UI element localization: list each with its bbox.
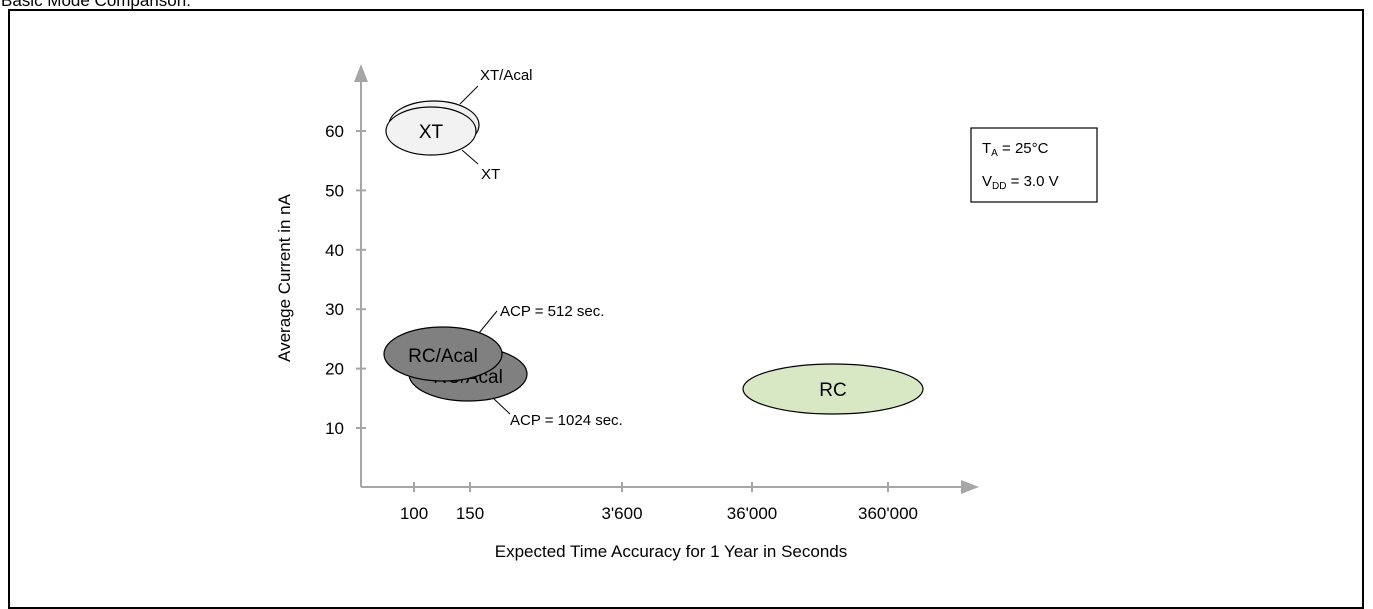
x-tick-label: 3'600 [601, 504, 642, 523]
annotation-leader-xt [461, 149, 479, 165]
bubble-rc-acal-512 [383, 326, 503, 382]
annotation-xt: XT [481, 166, 500, 183]
conditions-box [970, 127, 1098, 203]
x-tick-label: 150 [456, 504, 484, 523]
chart: 10 20 30 40 50 60 100 150 3'600 36'000 360'000 Ex… [275, 64, 1098, 561]
condition-ta: TA = 25°C [982, 140, 1049, 159]
y-tick-label: 20 [325, 360, 344, 379]
bubble-xt [385, 106, 477, 156]
x-tick-label: 36'000 [727, 504, 778, 523]
condition-vdd: VDD = 3.0 V [982, 173, 1059, 192]
x-axis-title: Expected Time Accuracy for 1 Year in Sec… [495, 542, 847, 561]
figure-caption: Basic Mode Comparison: [1, 0, 191, 10]
y-axis-arrow [354, 64, 368, 82]
annotation-xt-acal: XT/Acal [480, 67, 533, 84]
annotation-leader-xt-acal [459, 85, 479, 105]
annotation-acp-512: ACP = 512 sec. [500, 303, 604, 320]
y-tick-label: 50 [325, 181, 344, 200]
bubble-label-xt: XT [419, 122, 444, 143]
annotation-leader-acp-1024 [492, 397, 511, 415]
annotation-acp-1024: ACP = 1024 sec. [510, 412, 623, 429]
annotation-leader-acp-512 [478, 310, 498, 334]
y-axis-title: Average Current in nA [275, 193, 294, 362]
bubble-rc [742, 363, 924, 415]
x-tick-label: 360'000 [858, 504, 918, 523]
x-axis-arrow [961, 480, 979, 494]
bubble-label-rc-acal-512: RC/Acal [408, 346, 478, 367]
y-tick-label: 40 [325, 241, 344, 260]
y-tick-label: 10 [325, 419, 344, 438]
bubble-label-rc: RC [819, 380, 846, 401]
y-tick-label: 60 [325, 122, 344, 141]
y-tick-label: 30 [325, 300, 344, 319]
x-tick-label: 100 [400, 504, 428, 523]
